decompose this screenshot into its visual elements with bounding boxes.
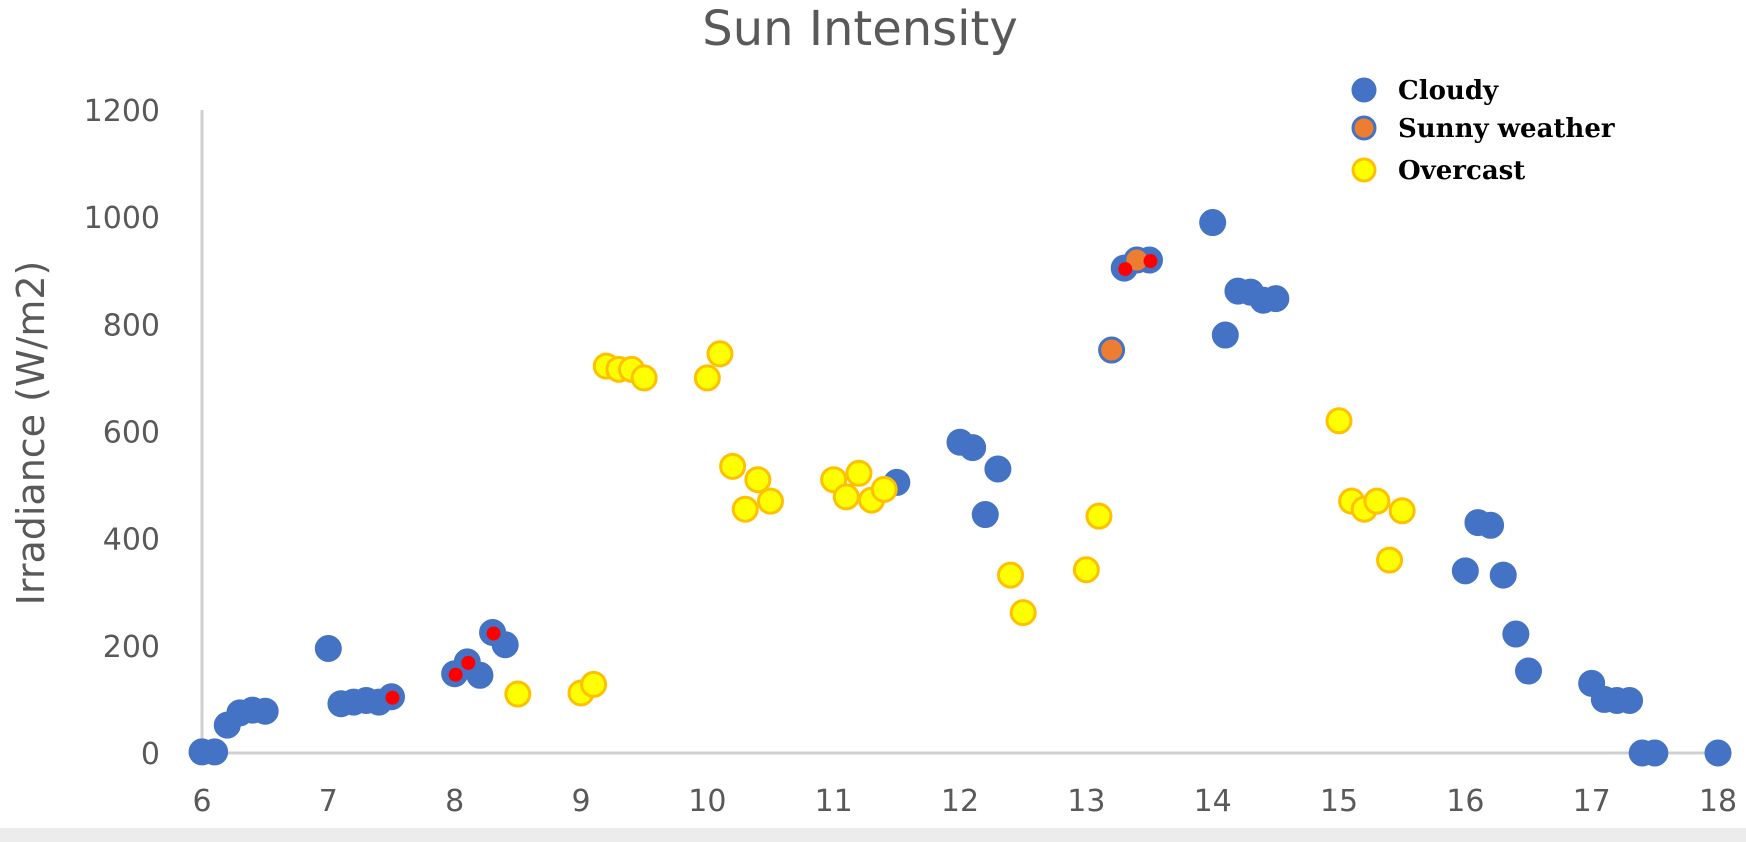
data-point-2 (731, 495, 759, 523)
data-point-0 (1515, 657, 1542, 685)
data-point-0 (1489, 561, 1517, 589)
highlight-point (1143, 254, 1158, 269)
data-point-2 (1085, 502, 1113, 530)
bottom-band (0, 828, 1746, 842)
data-point-2 (1325, 407, 1353, 435)
y-tick-label: 1200 (84, 94, 160, 129)
x-tick-label: 12 (941, 784, 979, 819)
data-point-2 (1009, 599, 1037, 627)
y-tick-labels: 0 200 400 600 800 1000 1200 (84, 94, 160, 772)
data-point-2 (1388, 497, 1416, 525)
legend-label: Cloudy (1398, 76, 1499, 106)
data-point-2 (997, 561, 1025, 589)
legend: Cloudy Sunny weather Overcast (1351, 76, 1615, 186)
data-point-0 (314, 635, 342, 663)
legend-label: Overcast (1398, 156, 1525, 186)
y-tick-label: 600 (103, 416, 160, 451)
y-tick-label: 800 (103, 308, 160, 343)
y-axis-label: Irradiance (W/m2) (9, 261, 53, 606)
data-point-0 (971, 501, 999, 529)
data-points (188, 209, 1732, 767)
x-tick-label: 14 (1194, 784, 1232, 819)
data-point-0 (466, 661, 494, 689)
data-point-0 (984, 455, 1012, 483)
x-tick-label: 8 (445, 784, 464, 819)
data-point-2 (757, 487, 784, 515)
y-tick-label: 400 (103, 523, 160, 558)
highlight-points (385, 254, 1158, 705)
data-point-2 (832, 483, 860, 511)
x-tick-label: 9 (571, 784, 590, 819)
y-tick-label: 1000 (84, 201, 160, 236)
x-tick-labels: 6 7 8 9 10 11 12 13 14 15 16 17 18 (192, 784, 1737, 819)
data-point-2 (845, 459, 873, 487)
highlight-point (461, 655, 476, 670)
x-tick-label: 16 (1446, 784, 1484, 819)
data-point-0 (959, 434, 987, 462)
data-point-0 (251, 697, 279, 725)
data-point-0 (1616, 686, 1644, 714)
y-tick-label: 200 (103, 630, 160, 665)
data-point-2 (744, 466, 772, 494)
data-point-0 (1211, 321, 1239, 349)
legend-marker (1351, 115, 1377, 141)
data-point-0 (201, 738, 229, 766)
data-point-0 (1477, 511, 1505, 539)
x-tick-label: 15 (1320, 784, 1358, 819)
x-tick-label: 18 (1699, 784, 1737, 819)
data-point-2 (580, 670, 608, 698)
data-point-0 (1451, 557, 1479, 585)
data-point-2 (719, 452, 747, 480)
y-tick-label: 0 (141, 737, 160, 772)
x-tick-label: 17 (1573, 784, 1611, 819)
data-point-2 (870, 475, 898, 503)
data-point-2 (693, 364, 721, 392)
data-point-0 (1502, 620, 1530, 648)
legend-marker (1351, 157, 1377, 183)
x-tick-label: 11 (815, 784, 853, 819)
data-point-0 (1199, 209, 1227, 237)
data-point-0 (491, 631, 519, 659)
data-point-0 (1704, 739, 1732, 767)
data-point-1 (1098, 336, 1126, 364)
data-point-0 (1641, 739, 1669, 767)
data-point-2 (504, 680, 532, 708)
data-point-2 (1072, 556, 1100, 584)
data-point-2 (706, 340, 734, 368)
x-tick-label: 6 (192, 784, 211, 819)
legend-marker (1351, 77, 1377, 103)
highlight-point (486, 626, 501, 641)
x-tick-label: 7 (319, 784, 338, 819)
x-tick-label: 13 (1067, 784, 1105, 819)
data-point-0 (1262, 285, 1290, 313)
data-point-2 (1363, 487, 1391, 515)
legend-label: Sunny weather (1398, 114, 1615, 144)
highlight-point (1118, 262, 1133, 277)
highlight-point (385, 690, 400, 705)
data-point-2 (1376, 546, 1404, 574)
chart-title: Sun Intensity (702, 1, 1018, 57)
highlight-point (448, 667, 463, 682)
x-tick-label: 10 (688, 784, 726, 819)
data-point-2 (630, 364, 658, 392)
